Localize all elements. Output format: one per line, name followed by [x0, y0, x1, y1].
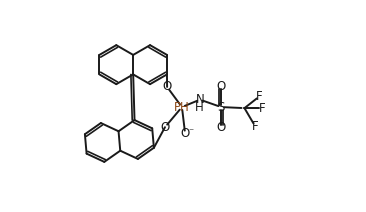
- Text: O: O: [163, 80, 172, 93]
- Text: F: F: [252, 120, 258, 133]
- Text: O: O: [217, 80, 226, 93]
- Text: N: N: [195, 93, 204, 106]
- Text: F: F: [259, 102, 266, 115]
- Text: H: H: [194, 100, 203, 114]
- Text: ⁻: ⁻: [188, 127, 193, 138]
- Text: F: F: [256, 90, 263, 103]
- Text: S: S: [217, 100, 225, 114]
- Text: O: O: [180, 127, 190, 140]
- Text: O: O: [160, 121, 169, 134]
- Text: PH: PH: [174, 100, 190, 114]
- Text: O: O: [217, 121, 226, 134]
